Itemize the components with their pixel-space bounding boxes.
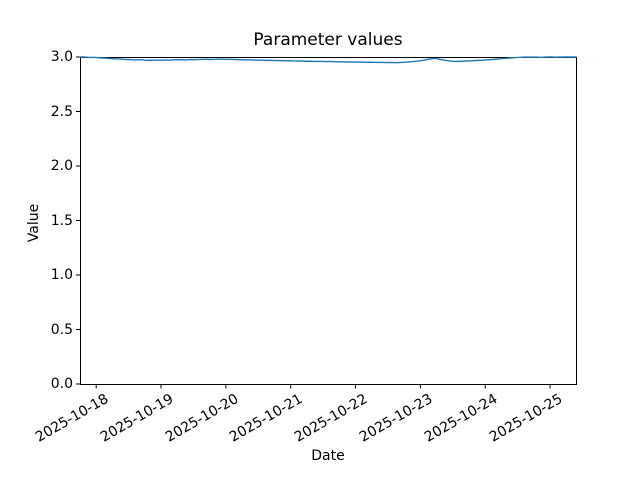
- y-tick-label: 1.0: [50, 267, 73, 283]
- y-tick-label: 2.5: [50, 103, 73, 120]
- y-tick-label: 0.5: [50, 321, 73, 338]
- y-tick-label: 1.5: [50, 212, 73, 229]
- x-axis-label: Date: [311, 448, 345, 464]
- y-tick-label: 2.0: [50, 158, 73, 174]
- y-tick-label: 0.0: [50, 376, 73, 392]
- data-line-parameter-value: [79, 56, 577, 64]
- axes-frame: [80, 57, 577, 385]
- chart-title: Parameter values: [253, 30, 403, 50]
- y-tick-label: 3.0: [50, 49, 73, 65]
